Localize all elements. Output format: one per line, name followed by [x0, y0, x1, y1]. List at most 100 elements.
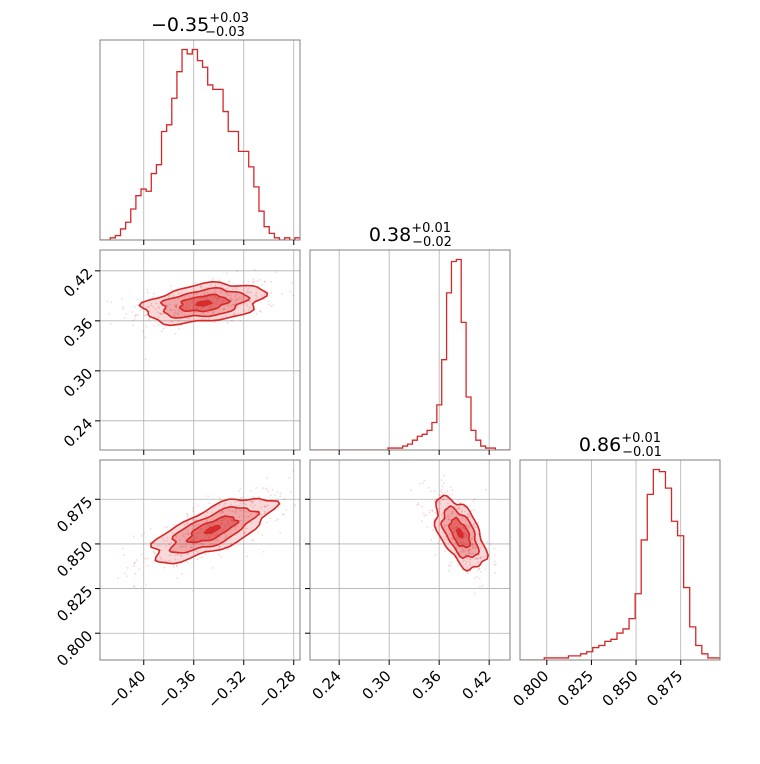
- sample-point: [471, 545, 474, 548]
- sample-point: [480, 571, 482, 573]
- sample-point: [174, 554, 177, 557]
- sample-point: [452, 511, 454, 514]
- sample-point: [170, 289, 173, 291]
- sample-point: [145, 314, 148, 317]
- sample-point: [493, 563, 496, 566]
- sample-point: [121, 547, 124, 550]
- sample-point: [241, 299, 244, 302]
- sample-point: [419, 482, 422, 485]
- sample-point: [201, 556, 204, 558]
- sample-point: [122, 554, 125, 557]
- sample-point: [469, 548, 472, 551]
- sample-point: [464, 548, 467, 551]
- sample-point: [192, 524, 194, 527]
- sample-point: [157, 323, 160, 326]
- sample-point: [191, 301, 194, 304]
- sample-point: [235, 293, 238, 296]
- sample-point: [442, 498, 445, 501]
- sample-point: [423, 514, 426, 517]
- sample-point: [472, 509, 475, 511]
- sample-point: [144, 358, 147, 361]
- sample-point: [193, 305, 196, 308]
- sample-point: [243, 309, 245, 312]
- sample-point: [175, 305, 178, 308]
- sample-point: [417, 502, 420, 504]
- sample-point: [445, 524, 448, 527]
- sample-point: [279, 492, 282, 495]
- sample-point: [187, 532, 190, 535]
- sample-point: [164, 325, 167, 328]
- sample-point: [166, 305, 169, 308]
- panel-2-2-xtick-label-1: 0.825: [554, 667, 597, 710]
- sample-point: [125, 313, 128, 315]
- sample-point: [213, 321, 215, 323]
- sample-point: [213, 302, 216, 304]
- sample-point: [226, 522, 229, 525]
- sample-point: [420, 520, 423, 523]
- sample-point: [422, 512, 425, 515]
- sample-point: [268, 303, 270, 306]
- sample-point: [479, 585, 481, 588]
- sample-point: [153, 324, 156, 327]
- sample-point: [238, 490, 241, 492]
- sample-point: [149, 317, 151, 320]
- sample-point: [238, 504, 241, 507]
- sample-point: [463, 550, 466, 553]
- sample-point: [464, 536, 466, 538]
- sample-point: [466, 513, 469, 515]
- sample-point: [211, 533, 214, 536]
- sample-point: [199, 531, 201, 534]
- sample-point: [421, 505, 423, 508]
- sample-point: [123, 572, 126, 575]
- sample-point: [463, 527, 466, 530]
- sample-point: [455, 546, 458, 548]
- sample-point: [476, 557, 478, 560]
- sample-point: [459, 502, 461, 504]
- sample-point: [198, 297, 201, 300]
- sample-point: [200, 286, 202, 288]
- sample-point: [148, 318, 150, 321]
- sample-point: [227, 305, 230, 307]
- sample-point: [430, 538, 433, 541]
- sample-point: [449, 486, 452, 488]
- sample-point: [440, 479, 443, 481]
- sample-point: [247, 309, 250, 312]
- sample-point: [201, 543, 204, 546]
- sample-point: [255, 291, 258, 294]
- sample-point: [226, 292, 229, 295]
- sample-point: [455, 536, 458, 539]
- sample-point: [486, 540, 489, 543]
- sample-point: [219, 498, 221, 500]
- sample-point: [252, 500, 255, 503]
- sample-point: [230, 528, 233, 531]
- sample-point: [194, 311, 196, 314]
- sample-point: [443, 524, 446, 527]
- sample-point: [220, 520, 223, 522]
- sample-point: [180, 545, 183, 548]
- panel-title-2: 0.86+0.01: [579, 431, 661, 456]
- sample-point: [429, 509, 431, 512]
- sample-point: [447, 502, 449, 505]
- sample-point: [194, 292, 197, 295]
- sample-point: [221, 519, 224, 522]
- sample-point: [254, 504, 257, 506]
- sample-point: [204, 528, 207, 531]
- sample-point: [231, 519, 233, 522]
- density-0: [106, 269, 295, 361]
- sample-point: [247, 287, 250, 290]
- sample-point: [172, 294, 175, 296]
- sample-point: [122, 308, 124, 311]
- sample-point: [149, 527, 152, 530]
- sample-point: [234, 301, 236, 303]
- sample-point: [162, 537, 164, 540]
- sample-point: [249, 490, 252, 492]
- sample-point: [203, 293, 206, 296]
- sample-point: [221, 529, 224, 531]
- sample-point: [415, 503, 418, 506]
- panel-1-0-ytick-label-3: 0.42: [60, 264, 96, 300]
- sample-point: [152, 292, 155, 295]
- sample-point: [143, 532, 146, 534]
- sample-point: [246, 527, 248, 530]
- sample-point: [152, 550, 155, 553]
